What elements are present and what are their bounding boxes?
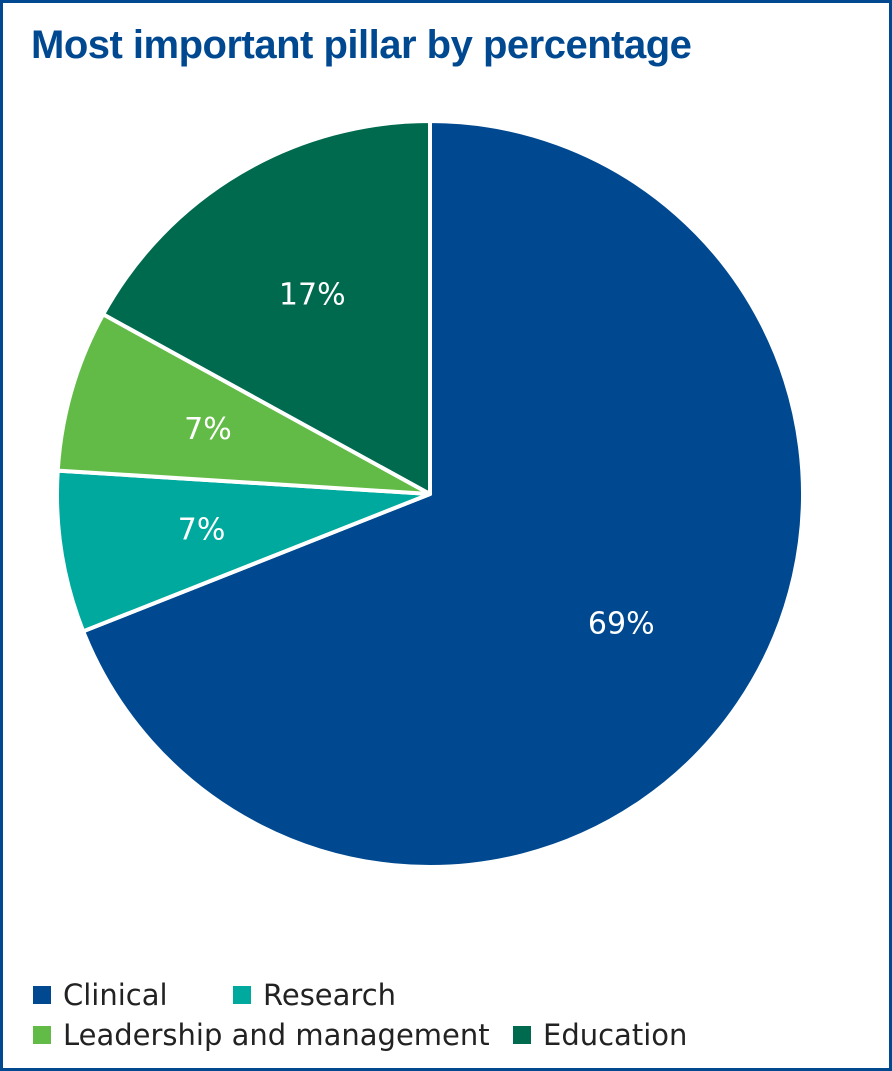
legend-label-research: Research (263, 978, 397, 1012)
legend-row: Clinical Research (33, 975, 873, 1015)
legend-swatch-research (233, 986, 251, 1004)
pie-slice-clinical (81, 119, 805, 869)
legend-swatch-education (513, 1026, 531, 1044)
data-label-clinical: 69% (588, 606, 655, 641)
legend-item-clinical: Clinical (33, 978, 233, 1012)
legend-item-research: Research (233, 978, 396, 1012)
legend-item-leadership: Leadership and management (33, 1018, 513, 1052)
data-label-education: 17% (279, 277, 346, 312)
legend-label-leadership: Leadership and management (63, 1018, 490, 1052)
legend: Clinical Research Leadership and managem… (33, 975, 873, 1055)
pie-slice-research (55, 468, 432, 634)
legend-row: Leadership and management Education (33, 1015, 873, 1055)
legend-swatch-leadership (33, 1026, 51, 1044)
chart-title: Most important pillar by percentage (31, 23, 692, 67)
legend-item-education: Education (513, 1018, 687, 1052)
pie-slice-leadership-and-management (55, 312, 432, 496)
legend-label-education: Education (543, 1018, 688, 1052)
pie-slice-education (101, 119, 432, 496)
data-label-leadership-and-management: 7% (184, 412, 232, 447)
legend-swatch-clinical (33, 986, 51, 1004)
legend-label-clinical: Clinical (63, 978, 168, 1012)
pie-slices (55, 119, 805, 869)
data-label-research: 7% (178, 513, 226, 548)
pie-slice-labels: 69% 7% 7% 17% (178, 277, 655, 641)
pie-chart: 69% 7% 7% 17% (55, 119, 805, 869)
